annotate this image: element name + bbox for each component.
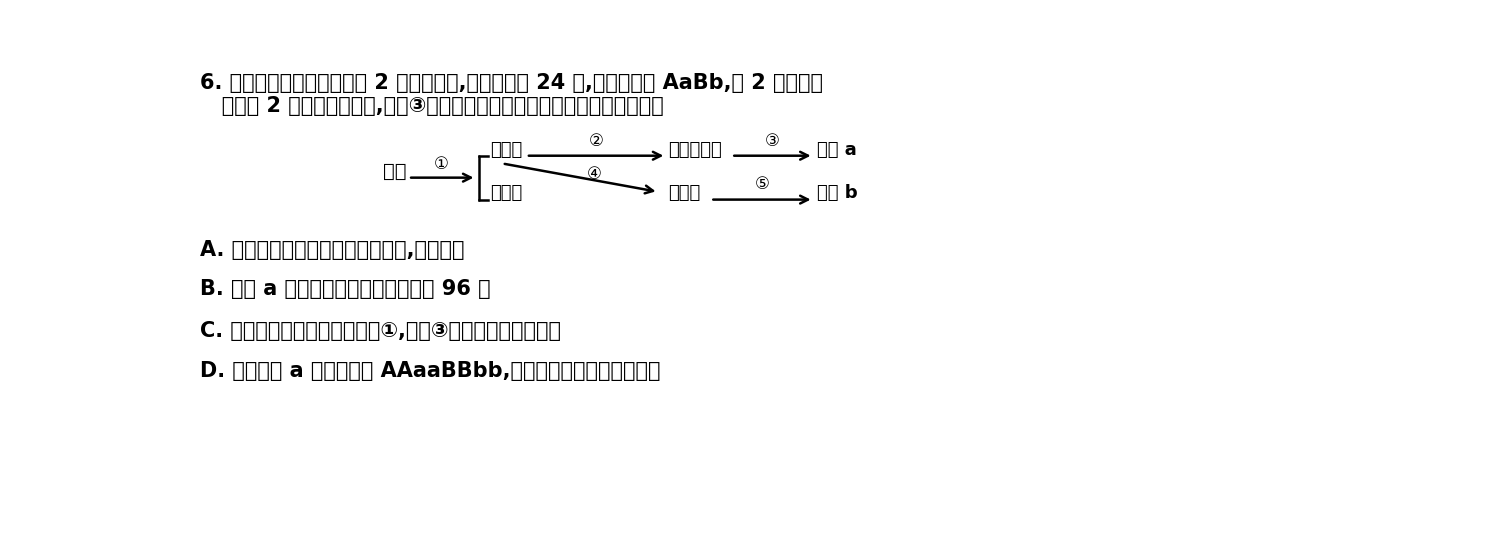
Text: C. 图中发生基因重组的过程是①,过程③中发生了染色体变异: C. 图中发生基因重组的过程是①,过程③中发生了染色体变异 <box>199 321 560 341</box>
Text: ④: ④ <box>587 165 602 183</box>
Text: B. 个体 a 的细胞中染色体数目最多是 96 条: B. 个体 a 的细胞中染色体数目最多是 96 条 <box>199 279 490 299</box>
Text: 单倍体幼苗: 单倍体幼苗 <box>669 140 722 159</box>
Text: 卵细胞: 卵细胞 <box>490 184 523 202</box>
Text: 花粉粒: 花粉粒 <box>490 140 523 159</box>
Text: ③: ③ <box>765 131 780 150</box>
Text: 个体 b: 个体 b <box>817 184 857 202</box>
Text: 受精卵: 受精卵 <box>669 184 701 202</box>
Text: ②: ② <box>588 131 603 150</box>
Text: ①: ① <box>434 155 449 173</box>
Text: 植物: 植物 <box>383 162 407 181</box>
Text: ⑤: ⑤ <box>755 176 770 193</box>
Text: D. 图中个体 a 的基因型为 AAaaBBbb,体细胞中含有四个染色体组: D. 图中个体 a 的基因型为 AAaaBBbb,体细胞中含有四个染色体组 <box>199 362 660 381</box>
Text: 6. 如图所示植物花粉粒中有 2 个染色体组,染色体数为 24 条,基因组成为 AaBb,这 2 对基因分: 6. 如图所示植物花粉粒中有 2 个染色体组,染色体数为 24 条,基因组成为 … <box>199 73 823 93</box>
Text: 个体 a: 个体 a <box>817 140 856 159</box>
Text: A. 图中单倍体幼苗不含同源染色体,高度不育: A. 图中单倍体幼苗不含同源染色体,高度不育 <box>199 240 464 261</box>
Text: 别位于 2 对同源染色体上,过程③是用秋水仙紫处理幼苗。下列说法错误的是: 别位于 2 对同源染色体上,过程③是用秋水仙紫处理幼苗。下列说法错误的是 <box>199 96 663 116</box>
